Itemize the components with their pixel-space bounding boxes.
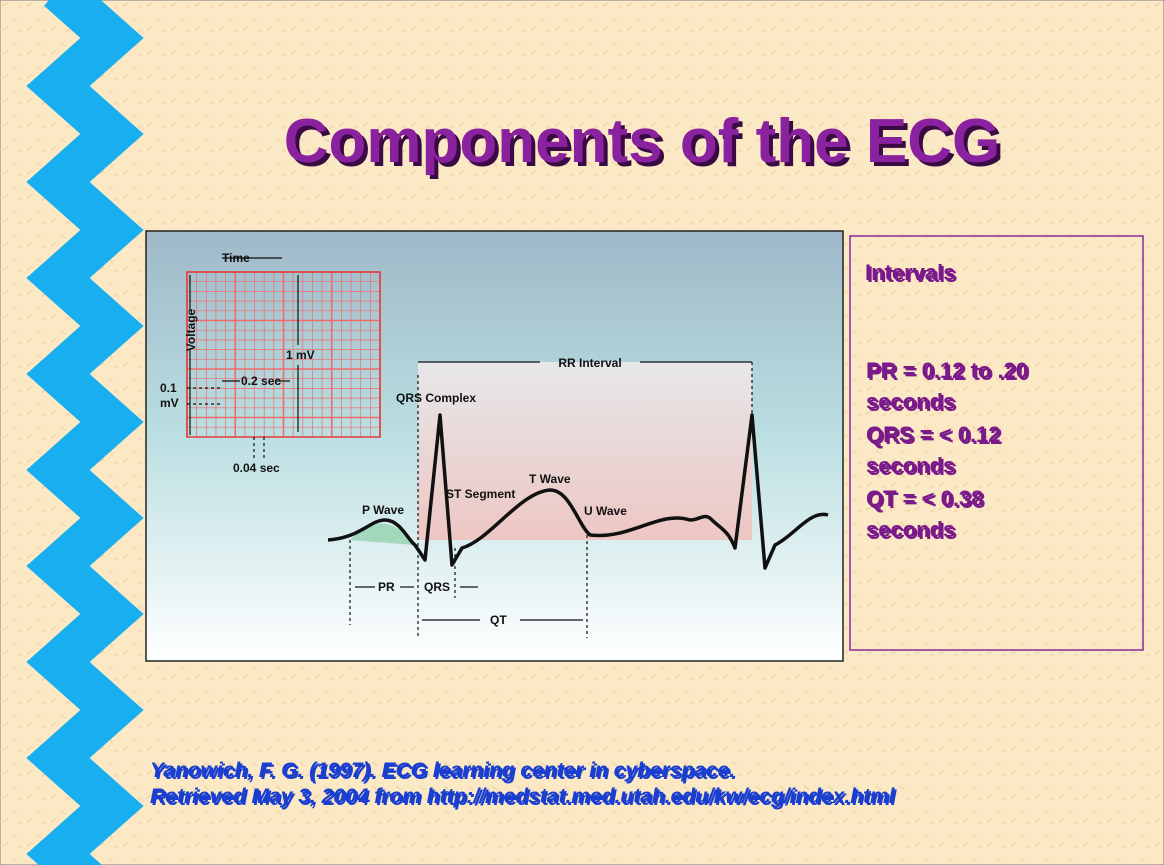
- p-wave-label: P Wave: [362, 503, 404, 517]
- st-segment-label: ST Segment: [446, 487, 515, 501]
- large-box-label: 0.2 sec: [241, 374, 281, 388]
- rr-interval-label: RR Interval: [558, 356, 621, 370]
- interval-line: seconds: [866, 517, 955, 542]
- qt-label: QT: [490, 613, 507, 627]
- interval-line: seconds: [866, 453, 955, 478]
- qrs-complex-label: QRS Complex: [396, 391, 476, 405]
- citation-line: Retrieved May 3, 2004 from http://medsta…: [150, 785, 896, 808]
- small-box-label: 0.04 sec: [233, 461, 280, 475]
- t-wave-label: T Wave: [529, 472, 571, 486]
- small-voltage-unit: mV: [160, 396, 179, 410]
- interval-line: QRS = < 0.12: [866, 422, 1001, 447]
- voltage-label: Voltage: [184, 308, 198, 351]
- title: Components of the ECG: [284, 107, 1000, 176]
- small-voltage-label: 0.1: [160, 381, 177, 395]
- amplitude-label: 1 mV: [286, 348, 315, 362]
- intervals-heading: Intervals: [865, 260, 956, 285]
- time-label: Time: [222, 251, 250, 265]
- interval-line: PR = 0.12 to .20: [866, 358, 1028, 383]
- slide: Components of the ECG Components of the …: [0, 0, 1164, 865]
- interval-line: seconds: [866, 389, 955, 414]
- pr-label: PR: [378, 580, 395, 594]
- qrs-label: QRS: [424, 580, 450, 594]
- u-wave-label: U Wave: [584, 504, 627, 518]
- citation-line: Yanowich, F. G. (1997). ECG learning cen…: [150, 759, 735, 782]
- ecg-diagram: Time Voltage 1 mV 0.1 mV 0.2 sec 0.04 se…: [146, 231, 843, 661]
- interval-line: QT = < 0.38: [866, 486, 983, 511]
